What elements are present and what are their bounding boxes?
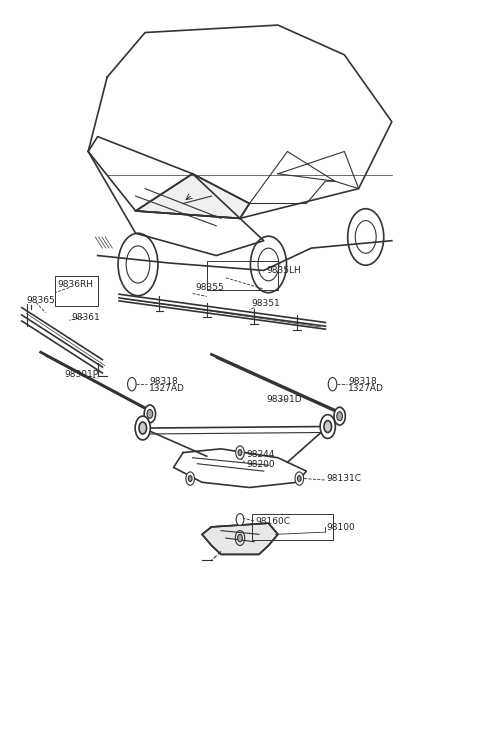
- Circle shape: [238, 449, 242, 455]
- Circle shape: [186, 472, 194, 485]
- Text: 98301P: 98301P: [64, 370, 98, 379]
- Circle shape: [298, 476, 301, 482]
- Text: 98100: 98100: [327, 523, 356, 532]
- Circle shape: [328, 377, 337, 391]
- Text: 98365: 98365: [26, 296, 55, 305]
- Circle shape: [334, 407, 345, 425]
- Text: 98355: 98355: [195, 283, 224, 292]
- Text: 1327AD: 1327AD: [348, 384, 384, 393]
- Polygon shape: [202, 524, 278, 554]
- Circle shape: [324, 421, 332, 432]
- Text: 98244: 98244: [246, 449, 275, 458]
- Text: 98361: 98361: [72, 313, 100, 322]
- Text: 98131C: 98131C: [327, 474, 362, 483]
- Text: 98160C: 98160C: [256, 518, 291, 527]
- Circle shape: [320, 415, 336, 438]
- Text: 9836RH: 9836RH: [57, 280, 93, 289]
- Circle shape: [128, 377, 136, 391]
- Circle shape: [135, 416, 150, 440]
- Circle shape: [236, 446, 244, 459]
- Circle shape: [188, 476, 192, 482]
- Circle shape: [238, 534, 242, 542]
- Circle shape: [147, 410, 153, 419]
- Text: 98301D: 98301D: [266, 395, 302, 404]
- Text: 98351: 98351: [252, 300, 281, 309]
- Circle shape: [139, 422, 146, 434]
- Text: 1327AD: 1327AD: [149, 384, 185, 393]
- Text: 98200: 98200: [246, 460, 275, 469]
- Circle shape: [295, 472, 303, 485]
- Text: 9835LH: 9835LH: [266, 266, 301, 275]
- Circle shape: [144, 405, 156, 423]
- Circle shape: [337, 412, 343, 421]
- Text: 98318: 98318: [149, 377, 178, 386]
- Text: 98318: 98318: [348, 377, 377, 386]
- Polygon shape: [136, 174, 250, 219]
- Circle shape: [236, 514, 244, 525]
